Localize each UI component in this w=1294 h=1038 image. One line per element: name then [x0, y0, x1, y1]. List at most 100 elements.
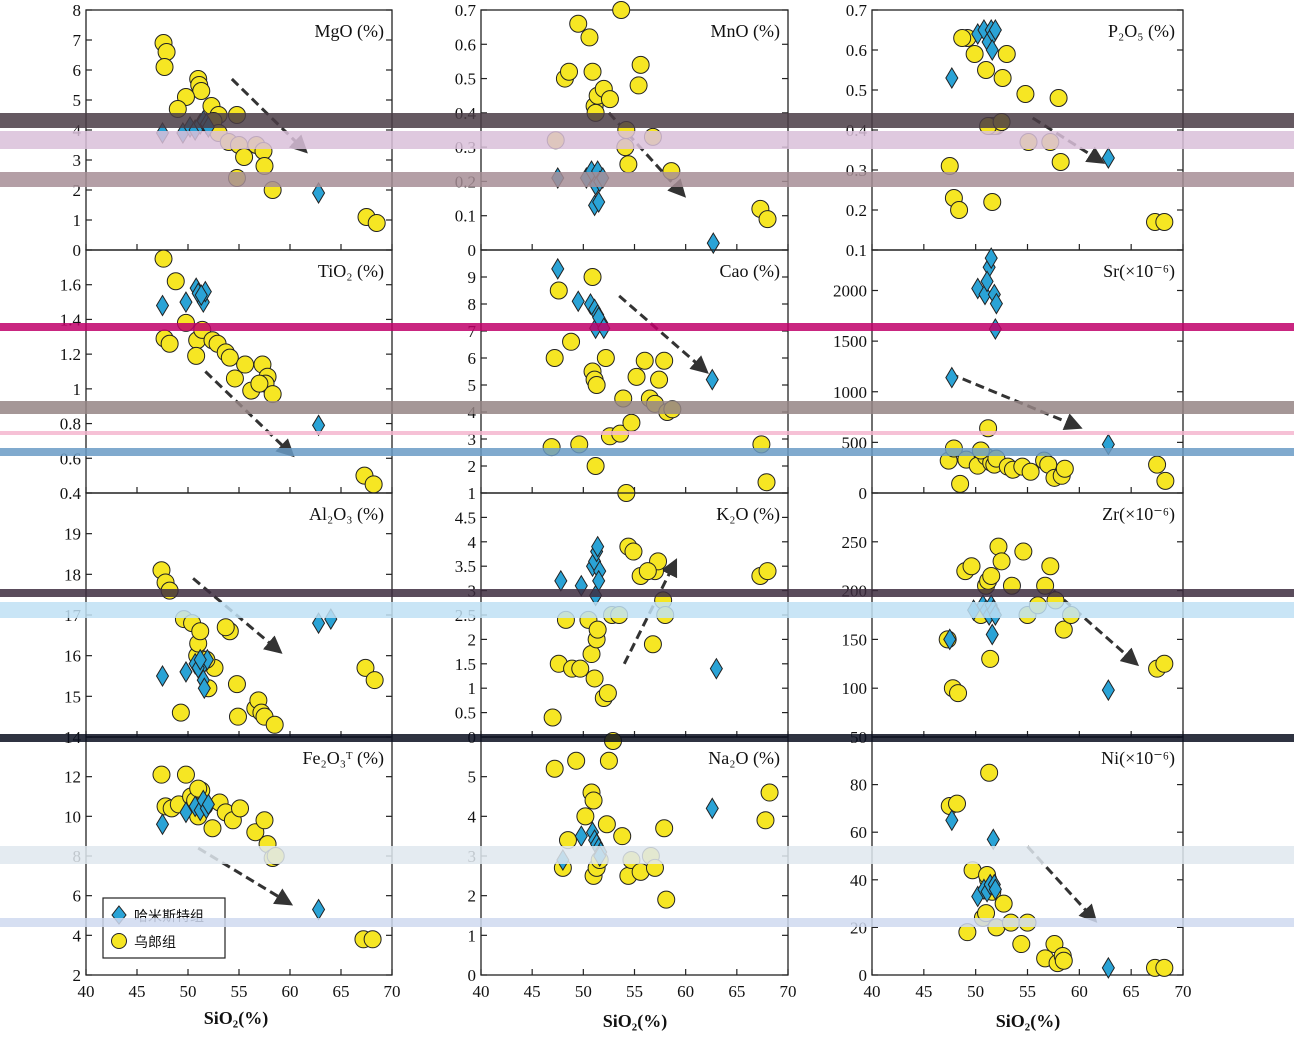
- point-wulang: [166, 272, 185, 291]
- point-wulang: [191, 622, 210, 641]
- point-wulang: [604, 731, 623, 750]
- point-wulang: [614, 389, 633, 408]
- point-wulang: [176, 313, 195, 332]
- point-wulang: [1019, 133, 1038, 151]
- y-tick-label: 2.5: [455, 606, 476, 625]
- y-tick-label: 20: [850, 918, 867, 937]
- x-tick-label: 50: [575, 982, 592, 1001]
- point-wulang: [168, 100, 187, 118]
- x-tick-label: 70: [780, 982, 797, 1001]
- point-wulang: [613, 827, 632, 846]
- point-wulang: [940, 157, 959, 175]
- y-tick-label: 0.5: [455, 70, 476, 89]
- xaxis-title-col3: SiO₂(%): [996, 1011, 1060, 1032]
- point-wulang: [624, 542, 643, 561]
- point-wulang: [983, 193, 1002, 211]
- point-hamisite: [985, 39, 999, 61]
- point-wulang: [981, 649, 1000, 668]
- y-tick-label: 2: [73, 966, 82, 985]
- point-wulang: [950, 201, 969, 219]
- x-tick-label: 50: [180, 982, 197, 1001]
- y-tick-label: 0.6: [60, 449, 81, 468]
- y-tick-label: 0.1: [846, 241, 867, 260]
- y-tick-label: 2: [468, 887, 477, 906]
- point-hamisite: [943, 628, 957, 651]
- point-wulang: [265, 715, 284, 734]
- point-wulang: [569, 14, 588, 33]
- point-hamisite: [179, 660, 193, 683]
- point-wulang: [977, 61, 996, 79]
- chart-panel-9: 2 4 6 8 10 12 40 45 50 55 60 65 70 Fe₂O₃ᵀ (%): [64, 736, 401, 1001]
- y-tick-label: 15: [64, 687, 81, 706]
- y-tick-label: 1.5: [455, 655, 476, 674]
- point-wulang: [250, 374, 269, 393]
- point-wulang: [599, 751, 618, 770]
- y-tick-label: 0: [468, 241, 477, 260]
- point-wulang: [657, 890, 676, 909]
- point-wulang: [266, 847, 285, 865]
- x-tick-label: 40: [78, 982, 95, 1001]
- point-wulang: [1014, 542, 1033, 561]
- y-tick-label: 4: [468, 403, 477, 422]
- y-tick-label: 0: [859, 966, 868, 985]
- point-wulang: [965, 45, 984, 63]
- chart-panel-1: 0 0.1 0.2 0.3 0.4 0.5 0.6 0.7 MnO (%): [455, 1, 789, 260]
- point-wulang: [1155, 213, 1174, 231]
- point-hamisite: [324, 608, 338, 631]
- y-tick-label: 5: [468, 768, 477, 787]
- point-wulang: [600, 90, 619, 109]
- y-tick-label: 12: [64, 768, 81, 787]
- point-wulang: [1155, 654, 1174, 673]
- point-hamisite: [311, 898, 326, 921]
- point-wulang: [1046, 591, 1065, 610]
- point-wulang: [635, 351, 654, 370]
- y-tick-label: 3: [468, 582, 477, 601]
- x-tick-label: 55: [1019, 982, 1036, 1001]
- y-tick-label: 17: [64, 606, 82, 625]
- y-tick-label: 4: [468, 533, 477, 552]
- y-tick-label: 0.8: [60, 415, 81, 434]
- point-wulang: [1001, 913, 1020, 932]
- x-tick-label: 45: [129, 982, 146, 1001]
- point-hamisite: [1101, 433, 1115, 456]
- point-wulang: [255, 157, 274, 175]
- point-wulang: [619, 155, 638, 174]
- point-wulang: [546, 131, 565, 150]
- y-tick-label: 0.3: [455, 138, 476, 157]
- point-wulang: [562, 332, 581, 351]
- point-wulang: [994, 894, 1013, 913]
- y-tick-label: 50: [850, 728, 867, 747]
- panel-title: Na₂O (%): [708, 748, 780, 769]
- y-tick-label: 1500: [833, 332, 867, 351]
- point-wulang: [1041, 557, 1060, 576]
- point-wulang: [1012, 935, 1031, 954]
- point-wulang: [1049, 89, 1068, 107]
- point-wulang: [758, 562, 777, 581]
- point-wulang: [1055, 459, 1074, 478]
- point-wulang: [1036, 576, 1055, 595]
- point-hamisite: [989, 292, 1003, 315]
- point-hamisite: [179, 291, 193, 314]
- x-tick-label: 60: [1071, 982, 1088, 1001]
- x-tick-label: 65: [1123, 982, 1140, 1001]
- point-hamisite: [945, 366, 959, 389]
- y-tick-label: 4.5: [455, 508, 476, 527]
- chart-panel-0: 0 1 2 3 4 5 6 7 8 MgO (%): [73, 1, 393, 260]
- y-tick-label: 10: [64, 807, 81, 826]
- point-wulang: [663, 400, 682, 419]
- panel-title: Zr(×10⁻⁶): [1102, 504, 1175, 525]
- point-wulang: [545, 759, 564, 778]
- point-hamisite: [1101, 147, 1115, 169]
- point-wulang: [225, 369, 244, 388]
- point-hamisite: [945, 809, 959, 832]
- point-wulang: [1148, 455, 1167, 474]
- y-tick-label: 500: [842, 433, 868, 452]
- point-wulang: [655, 351, 674, 370]
- xaxis-title-col1: SiO₂(%): [204, 1008, 268, 1029]
- y-tick-label: 0.7: [455, 1, 477, 20]
- point-wulang: [662, 162, 681, 181]
- y-tick-label: 0.2: [846, 201, 867, 220]
- y-tick-label: 0.4: [846, 121, 868, 140]
- y-tick-label: 2000: [833, 282, 867, 301]
